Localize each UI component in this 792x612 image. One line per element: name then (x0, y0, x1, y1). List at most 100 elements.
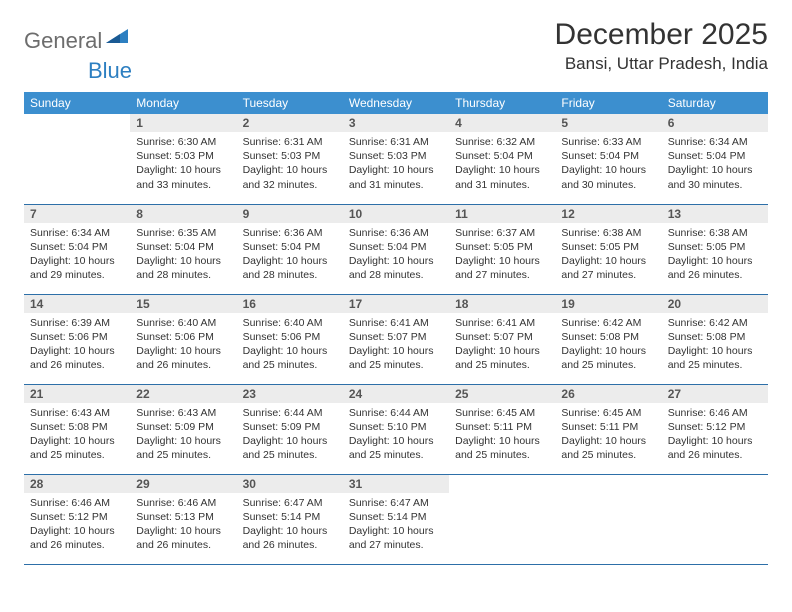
day-number: 17 (343, 295, 449, 313)
weekday-header: Monday (130, 92, 236, 114)
day-details: Sunrise: 6:34 AMSunset: 5:04 PMDaylight:… (662, 132, 768, 198)
calendar-day-cell (662, 474, 768, 564)
weekday-header: Tuesday (237, 92, 343, 114)
day-details: Sunrise: 6:33 AMSunset: 5:04 PMDaylight:… (555, 132, 661, 198)
calendar-day-cell: 8Sunrise: 6:35 AMSunset: 5:04 PMDaylight… (130, 204, 236, 294)
logo: General (24, 28, 130, 54)
empty-day (662, 475, 768, 493)
calendar-day-cell: 23Sunrise: 6:44 AMSunset: 5:09 PMDayligh… (237, 384, 343, 474)
day-number: 7 (24, 205, 130, 223)
day-number: 15 (130, 295, 236, 313)
calendar-body: 1Sunrise: 6:30 AMSunset: 5:03 PMDaylight… (24, 114, 768, 564)
calendar-day-cell: 7Sunrise: 6:34 AMSunset: 5:04 PMDaylight… (24, 204, 130, 294)
calendar-day-cell: 5Sunrise: 6:33 AMSunset: 5:04 PMDaylight… (555, 114, 661, 204)
calendar-day-cell: 2Sunrise: 6:31 AMSunset: 5:03 PMDaylight… (237, 114, 343, 204)
calendar-week-row: 28Sunrise: 6:46 AMSunset: 5:12 PMDayligh… (24, 474, 768, 564)
day-number: 14 (24, 295, 130, 313)
day-number: 16 (237, 295, 343, 313)
weekday-header: Thursday (449, 92, 555, 114)
day-details: Sunrise: 6:42 AMSunset: 5:08 PMDaylight:… (662, 313, 768, 379)
calendar-day-cell: 27Sunrise: 6:46 AMSunset: 5:12 PMDayligh… (662, 384, 768, 474)
day-details: Sunrise: 6:46 AMSunset: 5:12 PMDaylight:… (24, 493, 130, 559)
calendar-day-cell: 19Sunrise: 6:42 AMSunset: 5:08 PMDayligh… (555, 294, 661, 384)
day-number: 26 (555, 385, 661, 403)
day-number: 9 (237, 205, 343, 223)
logo-text-gray: General (24, 28, 102, 54)
day-details: Sunrise: 6:46 AMSunset: 5:13 PMDaylight:… (130, 493, 236, 559)
calendar-day-cell: 31Sunrise: 6:47 AMSunset: 5:14 PMDayligh… (343, 474, 449, 564)
day-details: Sunrise: 6:38 AMSunset: 5:05 PMDaylight:… (555, 223, 661, 289)
calendar-day-cell: 13Sunrise: 6:38 AMSunset: 5:05 PMDayligh… (662, 204, 768, 294)
day-number: 2 (237, 114, 343, 132)
calendar-day-cell: 12Sunrise: 6:38 AMSunset: 5:05 PMDayligh… (555, 204, 661, 294)
calendar-week-row: 1Sunrise: 6:30 AMSunset: 5:03 PMDaylight… (24, 114, 768, 204)
logo-text-blue: Blue (88, 58, 132, 83)
day-details: Sunrise: 6:37 AMSunset: 5:05 PMDaylight:… (449, 223, 555, 289)
calendar-day-cell: 18Sunrise: 6:41 AMSunset: 5:07 PMDayligh… (449, 294, 555, 384)
weekday-header: Sunday (24, 92, 130, 114)
calendar-day-cell: 15Sunrise: 6:40 AMSunset: 5:06 PMDayligh… (130, 294, 236, 384)
day-number: 6 (662, 114, 768, 132)
empty-day (555, 475, 661, 493)
calendar-day-cell: 1Sunrise: 6:30 AMSunset: 5:03 PMDaylight… (130, 114, 236, 204)
day-details: Sunrise: 6:38 AMSunset: 5:05 PMDaylight:… (662, 223, 768, 289)
calendar-day-cell: 6Sunrise: 6:34 AMSunset: 5:04 PMDaylight… (662, 114, 768, 204)
title-block: December 2025 Bansi, Uttar Pradesh, Indi… (555, 18, 768, 74)
day-details: Sunrise: 6:44 AMSunset: 5:09 PMDaylight:… (237, 403, 343, 469)
day-details: Sunrise: 6:40 AMSunset: 5:06 PMDaylight:… (130, 313, 236, 379)
day-details: Sunrise: 6:42 AMSunset: 5:08 PMDaylight:… (555, 313, 661, 379)
location-subtitle: Bansi, Uttar Pradesh, India (555, 54, 768, 74)
day-number: 19 (555, 295, 661, 313)
day-number: 8 (130, 205, 236, 223)
calendar-day-cell: 4Sunrise: 6:32 AMSunset: 5:04 PMDaylight… (449, 114, 555, 204)
calendar-week-row: 21Sunrise: 6:43 AMSunset: 5:08 PMDayligh… (24, 384, 768, 474)
calendar-week-row: 7Sunrise: 6:34 AMSunset: 5:04 PMDaylight… (24, 204, 768, 294)
day-number: 27 (662, 385, 768, 403)
calendar-day-cell: 25Sunrise: 6:45 AMSunset: 5:11 PMDayligh… (449, 384, 555, 474)
day-details: Sunrise: 6:47 AMSunset: 5:14 PMDaylight:… (343, 493, 449, 559)
calendar-day-cell: 10Sunrise: 6:36 AMSunset: 5:04 PMDayligh… (343, 204, 449, 294)
day-details: Sunrise: 6:32 AMSunset: 5:04 PMDaylight:… (449, 132, 555, 198)
calendar-day-cell: 28Sunrise: 6:46 AMSunset: 5:12 PMDayligh… (24, 474, 130, 564)
calendar-day-cell: 14Sunrise: 6:39 AMSunset: 5:06 PMDayligh… (24, 294, 130, 384)
day-number: 20 (662, 295, 768, 313)
day-details: Sunrise: 6:44 AMSunset: 5:10 PMDaylight:… (343, 403, 449, 469)
day-number: 30 (237, 475, 343, 493)
day-details: Sunrise: 6:47 AMSunset: 5:14 PMDaylight:… (237, 493, 343, 559)
day-number: 31 (343, 475, 449, 493)
day-details: Sunrise: 6:36 AMSunset: 5:04 PMDaylight:… (343, 223, 449, 289)
day-details: Sunrise: 6:40 AMSunset: 5:06 PMDaylight:… (237, 313, 343, 379)
weekday-header: Saturday (662, 92, 768, 114)
day-details: Sunrise: 6:39 AMSunset: 5:06 PMDaylight:… (24, 313, 130, 379)
day-details: Sunrise: 6:41 AMSunset: 5:07 PMDaylight:… (343, 313, 449, 379)
day-number: 21 (24, 385, 130, 403)
day-details: Sunrise: 6:43 AMSunset: 5:08 PMDaylight:… (24, 403, 130, 469)
day-details: Sunrise: 6:30 AMSunset: 5:03 PMDaylight:… (130, 132, 236, 198)
logo-triangle-icon (106, 29, 128, 50)
day-number: 28 (24, 475, 130, 493)
calendar-day-cell: 21Sunrise: 6:43 AMSunset: 5:08 PMDayligh… (24, 384, 130, 474)
day-details: Sunrise: 6:31 AMSunset: 5:03 PMDaylight:… (237, 132, 343, 198)
weekday-header: Wednesday (343, 92, 449, 114)
calendar-day-cell: 11Sunrise: 6:37 AMSunset: 5:05 PMDayligh… (449, 204, 555, 294)
day-number: 12 (555, 205, 661, 223)
day-number: 10 (343, 205, 449, 223)
day-number: 23 (237, 385, 343, 403)
day-details: Sunrise: 6:31 AMSunset: 5:03 PMDaylight:… (343, 132, 449, 198)
calendar-day-cell: 17Sunrise: 6:41 AMSunset: 5:07 PMDayligh… (343, 294, 449, 384)
day-details: Sunrise: 6:45 AMSunset: 5:11 PMDaylight:… (555, 403, 661, 469)
calendar-day-cell (555, 474, 661, 564)
day-number: 3 (343, 114, 449, 132)
day-number: 13 (662, 205, 768, 223)
day-number: 24 (343, 385, 449, 403)
weekday-header-row: SundayMondayTuesdayWednesdayThursdayFrid… (24, 92, 768, 114)
weekday-header: Friday (555, 92, 661, 114)
day-number: 29 (130, 475, 236, 493)
day-details: Sunrise: 6:46 AMSunset: 5:12 PMDaylight:… (662, 403, 768, 469)
day-number: 1 (130, 114, 236, 132)
calendar-week-row: 14Sunrise: 6:39 AMSunset: 5:06 PMDayligh… (24, 294, 768, 384)
calendar-day-cell: 16Sunrise: 6:40 AMSunset: 5:06 PMDayligh… (237, 294, 343, 384)
calendar-day-cell: 26Sunrise: 6:45 AMSunset: 5:11 PMDayligh… (555, 384, 661, 474)
calendar-table: SundayMondayTuesdayWednesdayThursdayFrid… (24, 92, 768, 565)
calendar-day-cell: 30Sunrise: 6:47 AMSunset: 5:14 PMDayligh… (237, 474, 343, 564)
